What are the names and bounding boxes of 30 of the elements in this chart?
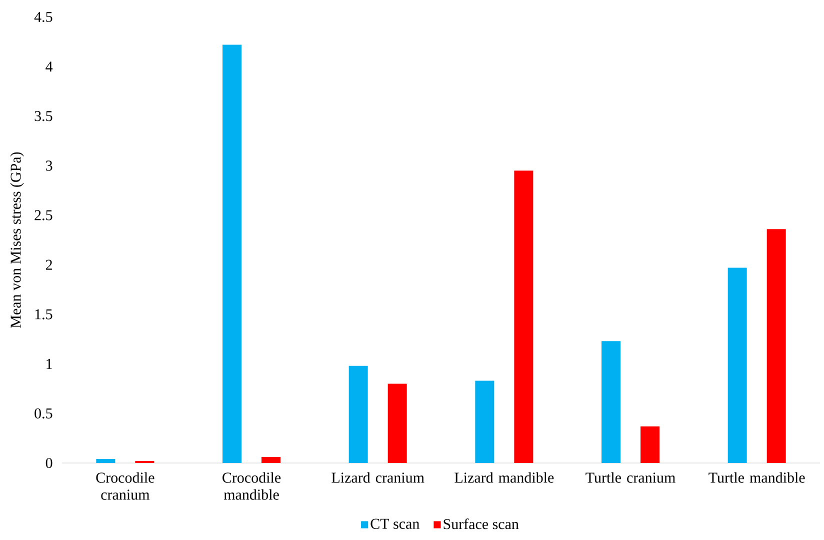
y-tick-label: 0.5: [34, 408, 52, 419]
y-tick-label: 3: [46, 160, 52, 171]
bar: [388, 384, 407, 463]
y-tick-label: 1.5: [35, 309, 52, 320]
y-axis-title: Mean von Mises stress (GPa): [10, 152, 24, 328]
bar: [475, 380, 494, 463]
bar: [222, 44, 242, 463]
legend-label: Surface scan: [444, 518, 519, 530]
bar: [602, 341, 621, 463]
legend-label: CT scan: [370, 518, 420, 529]
y-tick-label: 1: [46, 358, 52, 369]
y-tick-label: 4: [46, 62, 53, 72]
y-tick-label: 2.5: [34, 210, 52, 220]
x-tick-label: Crocodile mandible: [222, 472, 281, 500]
x-tick-label: Turtle cranium: [586, 472, 676, 483]
y-tick-label: 4.5: [34, 12, 52, 22]
x-tick-label: Lizard cranium: [332, 472, 424, 483]
bar: [766, 229, 786, 463]
bar: [96, 459, 116, 463]
y-tick-label: 0: [46, 458, 52, 468]
bar: [728, 268, 747, 463]
x-tick-label: Lizard mandible: [454, 472, 554, 483]
x-tick-label: Turtle mandible: [708, 472, 805, 483]
y-tick-label: 3.5: [34, 111, 52, 122]
bar: [348, 366, 368, 463]
bar: [640, 426, 660, 463]
bar: [262, 457, 281, 463]
y-tick-label: 2: [46, 260, 52, 270]
x-tick-label: Crocodile cranium: [96, 472, 154, 500]
bar: [514, 170, 534, 463]
